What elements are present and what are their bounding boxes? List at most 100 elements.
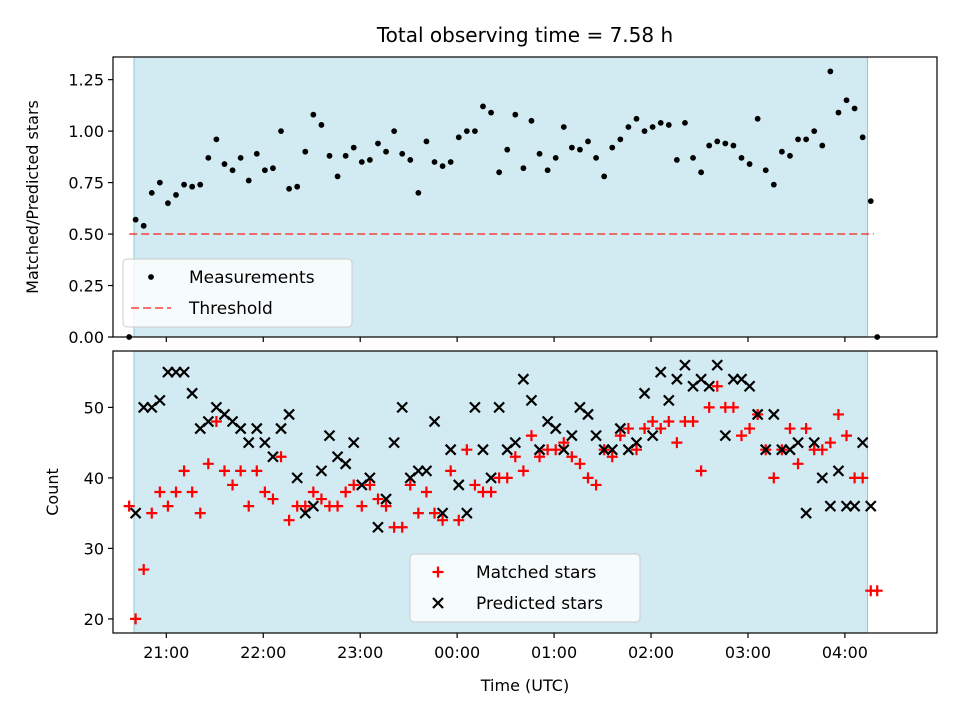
matched-point bbox=[509, 451, 521, 463]
measurement-point bbox=[447, 159, 454, 165]
axes-frame bbox=[112, 56, 938, 338]
measurement-point bbox=[253, 150, 260, 157]
measurement-point bbox=[609, 144, 616, 151]
matched-point bbox=[622, 423, 634, 435]
predicted-point bbox=[129, 507, 142, 519]
measurement-point bbox=[463, 128, 470, 135]
matched-point bbox=[404, 479, 416, 491]
measurement-point bbox=[544, 167, 551, 174]
matched-point bbox=[461, 444, 473, 456]
y-tick-label: 0.75 bbox=[68, 174, 104, 193]
matched-point bbox=[727, 401, 739, 413]
matched-point bbox=[396, 521, 408, 533]
measurement-point bbox=[512, 111, 519, 118]
matched-point bbox=[243, 500, 255, 512]
predicted-point bbox=[154, 394, 166, 407]
predicted-point bbox=[832, 465, 845, 477]
matched-point bbox=[194, 507, 206, 519]
matched-point bbox=[429, 507, 441, 519]
predicted-point bbox=[444, 443, 457, 456]
measurement-point bbox=[811, 128, 818, 135]
matched-point bbox=[453, 514, 465, 526]
measurement-point bbox=[181, 181, 187, 188]
matched-point bbox=[630, 444, 642, 456]
measurement-point bbox=[843, 97, 850, 104]
predicted-point bbox=[186, 387, 198, 400]
x-tick-label: 22:00 bbox=[240, 643, 286, 662]
predicted-point bbox=[452, 479, 465, 491]
matched-point bbox=[824, 437, 836, 449]
x-axis-label: Time (UTC) bbox=[480, 676, 569, 695]
x-tick-label: 23:00 bbox=[337, 643, 383, 662]
predicted-point bbox=[307, 500, 320, 512]
predicted-point bbox=[671, 373, 683, 385]
matched-point bbox=[687, 416, 699, 427]
matched-point bbox=[792, 458, 804, 470]
matched-point bbox=[251, 465, 263, 477]
matched-point bbox=[210, 416, 222, 427]
measurement-point bbox=[762, 167, 769, 174]
legend-box bbox=[122, 258, 353, 328]
matched-point bbox=[671, 437, 683, 449]
matched-point bbox=[871, 585, 883, 597]
measurement-point bbox=[286, 185, 293, 192]
measurement-point bbox=[455, 134, 462, 141]
predicted-point bbox=[275, 422, 287, 435]
predicted-point bbox=[808, 436, 820, 449]
matched-point bbox=[695, 465, 707, 477]
matched-point bbox=[469, 479, 481, 491]
predicted-point bbox=[428, 415, 441, 428]
matched-point bbox=[525, 430, 537, 442]
measurement-point bbox=[318, 122, 325, 128]
legend-marker-measurements bbox=[148, 274, 154, 280]
measurement-point bbox=[859, 134, 866, 141]
matched-point bbox=[582, 472, 594, 484]
matched-point bbox=[857, 472, 869, 484]
y-tick-label: 30 bbox=[84, 539, 104, 558]
measurement-point bbox=[504, 146, 511, 153]
predicted-point bbox=[291, 472, 303, 484]
matched-point bbox=[550, 444, 562, 456]
measurement-point bbox=[770, 181, 777, 188]
predicted-point bbox=[582, 408, 594, 421]
matched-point bbox=[590, 479, 602, 491]
predicted-point bbox=[420, 465, 433, 477]
axes-frame bbox=[112, 350, 938, 634]
matched-point bbox=[202, 458, 214, 470]
predicted-point bbox=[493, 401, 505, 414]
x-tick-label: 03:00 bbox=[725, 643, 771, 662]
legend-label: Measurements bbox=[189, 268, 315, 288]
matched-point bbox=[130, 613, 142, 625]
predicted-point bbox=[259, 436, 271, 449]
measurement-point bbox=[407, 157, 414, 163]
measurement-point bbox=[197, 181, 204, 188]
measurement-point bbox=[577, 146, 583, 153]
measurement-point bbox=[229, 167, 236, 174]
x-tick-label: 00:00 bbox=[434, 643, 480, 662]
measurement-point bbox=[722, 140, 729, 147]
measurement-point bbox=[625, 124, 632, 130]
measurement-point bbox=[746, 161, 753, 167]
matched-point bbox=[380, 500, 392, 512]
measurement-point bbox=[657, 119, 664, 126]
predicted-point bbox=[711, 359, 724, 371]
measurement-point bbox=[366, 157, 373, 163]
matched-point bbox=[558, 437, 570, 449]
legend-box bbox=[409, 553, 641, 623]
measurement-point bbox=[706, 142, 713, 149]
figure-title: Total observing time = 7.58 h bbox=[376, 23, 673, 47]
predicted-point bbox=[315, 465, 328, 477]
measurement-point bbox=[520, 165, 527, 172]
legend-marker-matched bbox=[432, 566, 444, 578]
measurement-point bbox=[803, 136, 810, 143]
measurement-point bbox=[480, 103, 486, 110]
matched-point bbox=[123, 500, 135, 512]
matched-point bbox=[186, 486, 198, 498]
matched-point bbox=[663, 416, 675, 427]
predicted-point bbox=[557, 443, 570, 456]
x-tick-label: 21:00 bbox=[143, 643, 189, 662]
measurement-point bbox=[165, 200, 171, 207]
measurement-point bbox=[819, 142, 826, 149]
measurement-point bbox=[488, 109, 494, 116]
ratio-panel: 0.00 0.25 0.50 0.75 1.00 1.25 Matched/Predicte… bbox=[23, 56, 938, 347]
